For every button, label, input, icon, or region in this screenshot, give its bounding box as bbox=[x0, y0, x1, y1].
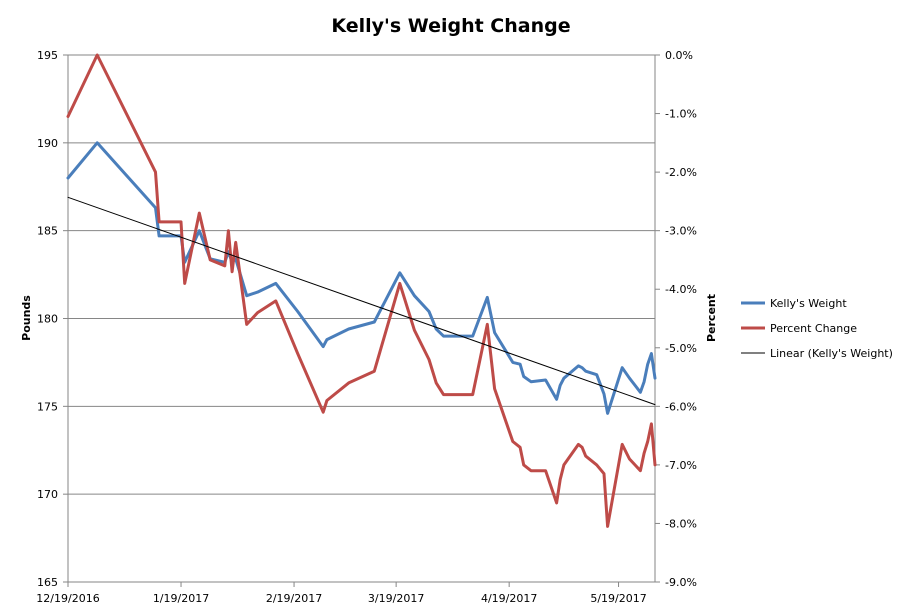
legend-label: Linear (Kelly's Weight) bbox=[770, 347, 893, 360]
x-tick-label: 12/19/2016 bbox=[36, 592, 99, 605]
legend-label: Kelly's Weight bbox=[770, 297, 847, 310]
x-tick-label: 1/19/2017 bbox=[153, 592, 209, 605]
y-tick-label: 185 bbox=[37, 225, 58, 238]
x-tick-label: 3/19/2017 bbox=[368, 592, 424, 605]
y2-tick-label: -6.0% bbox=[665, 400, 697, 413]
y2-tick-label: -5.0% bbox=[665, 342, 697, 355]
x-tick-label: 4/19/2017 bbox=[481, 592, 537, 605]
y2-axis-title: Percent bbox=[705, 294, 718, 342]
y2-tick-label: -3.0% bbox=[665, 225, 697, 238]
chart-title: Kelly's Weight Change bbox=[331, 15, 570, 37]
gridlines bbox=[68, 54, 655, 583]
y2-tick-label: -9.0% bbox=[665, 576, 697, 589]
y2-tick-label: -8.0% bbox=[665, 517, 697, 530]
legend-label: Percent Change bbox=[770, 322, 857, 335]
y-tick-label: 190 bbox=[37, 137, 58, 150]
y2-tick-label: -4.0% bbox=[665, 283, 697, 296]
x-tick-label: 5/19/2017 bbox=[590, 592, 646, 605]
series-line-2 bbox=[67, 196, 656, 406]
y-axis-title: Pounds bbox=[20, 295, 33, 341]
tick-labels: 165 170 175 180 185 190 195 0.0% -1.0% -2.0% -3.0%… bbox=[36, 49, 697, 605]
y-tick-label: 195 bbox=[37, 49, 58, 62]
y2-tick-label: 0.0% bbox=[665, 49, 693, 62]
x-tick-label: 2/19/2017 bbox=[266, 592, 322, 605]
y2-tick-label: -2.0% bbox=[665, 166, 697, 179]
y-tick-label: 170 bbox=[37, 488, 58, 501]
y-tick-label: 175 bbox=[37, 400, 58, 413]
series-line-1 bbox=[66, 53, 657, 528]
y2-tick-label: -7.0% bbox=[665, 459, 697, 472]
y-tick-label: 180 bbox=[37, 313, 58, 326]
axes bbox=[63, 54, 660, 587]
y-tick-label: 165 bbox=[37, 576, 58, 589]
series-lines bbox=[66, 53, 657, 528]
legend: Kelly's Weight Percent Change Linear (Kell… bbox=[741, 297, 893, 360]
y2-tick-label: -1.0% bbox=[665, 108, 697, 121]
